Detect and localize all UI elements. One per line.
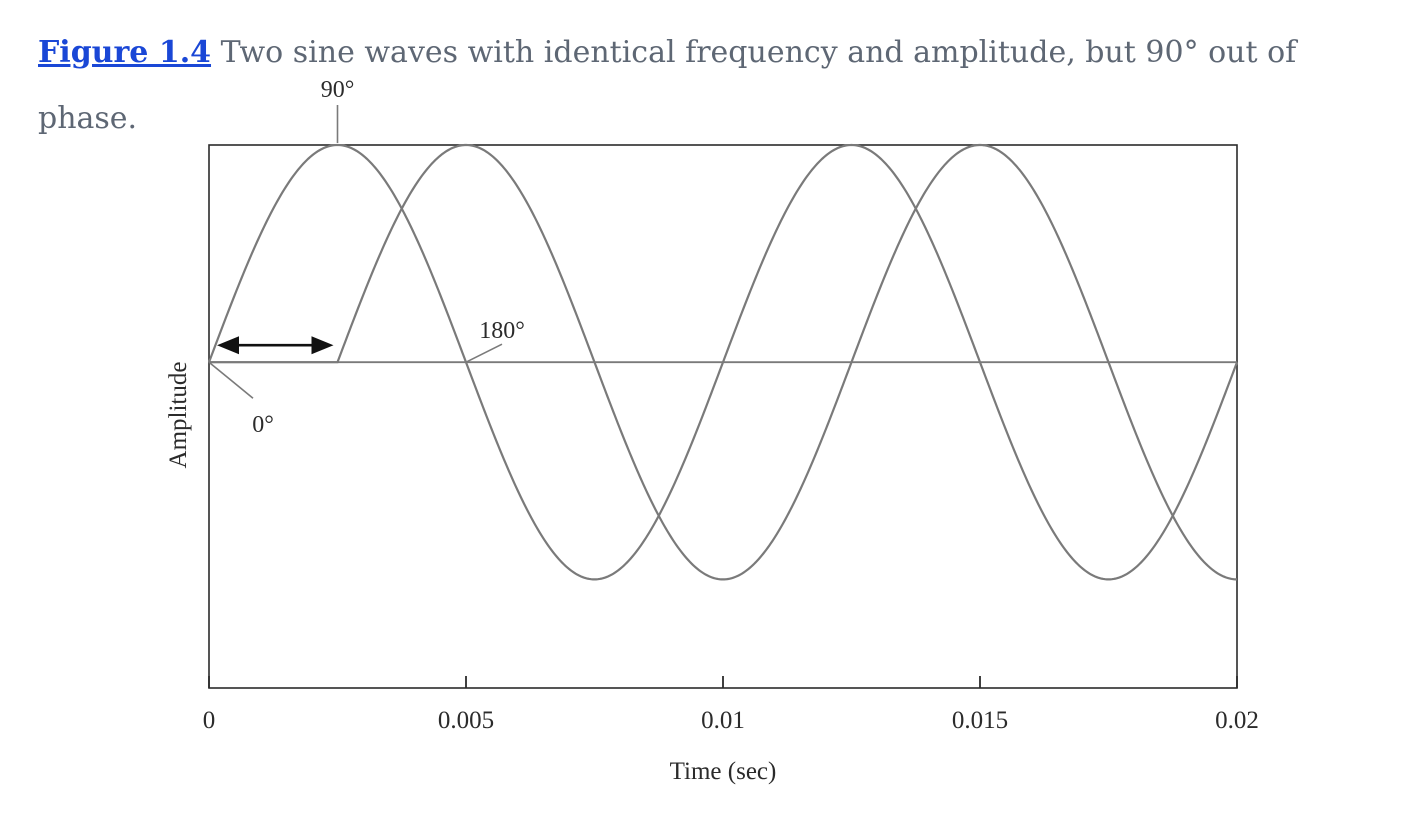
annotation-90-label: 90° <box>321 77 355 103</box>
x-tick-label: 0.02 <box>1215 707 1259 734</box>
annotation-0-label: 0° <box>252 412 274 438</box>
plot-frame <box>208 144 1238 689</box>
y-axis-label: Amplitude <box>165 362 192 469</box>
x-tick-label: 0.01 <box>701 707 745 734</box>
x-tick-label: 0 <box>203 707 216 734</box>
sine-series-1 <box>207 143 1239 581</box>
annotation-0-leader <box>208 361 254 399</box>
sine-series-2 <box>209 143 1238 581</box>
x-tick-label: 0.015 <box>952 707 1008 734</box>
phase-arrow-right-head <box>311 336 334 355</box>
figure-caption: Figure 1.4 Two sine waves with identical… <box>38 20 1398 152</box>
phase-arrow-left-head <box>217 336 239 355</box>
x-axis-label: Time (sec) <box>670 758 777 785</box>
annotation-180-label: 180° <box>479 318 525 344</box>
annotation-180-leader <box>465 343 503 363</box>
x-tick-label: 0.005 <box>438 707 494 734</box>
figure-link[interactable]: Figure 1.4 <box>38 35 212 70</box>
caption-text: Two sine waves with identical frequency … <box>38 35 1297 136</box>
